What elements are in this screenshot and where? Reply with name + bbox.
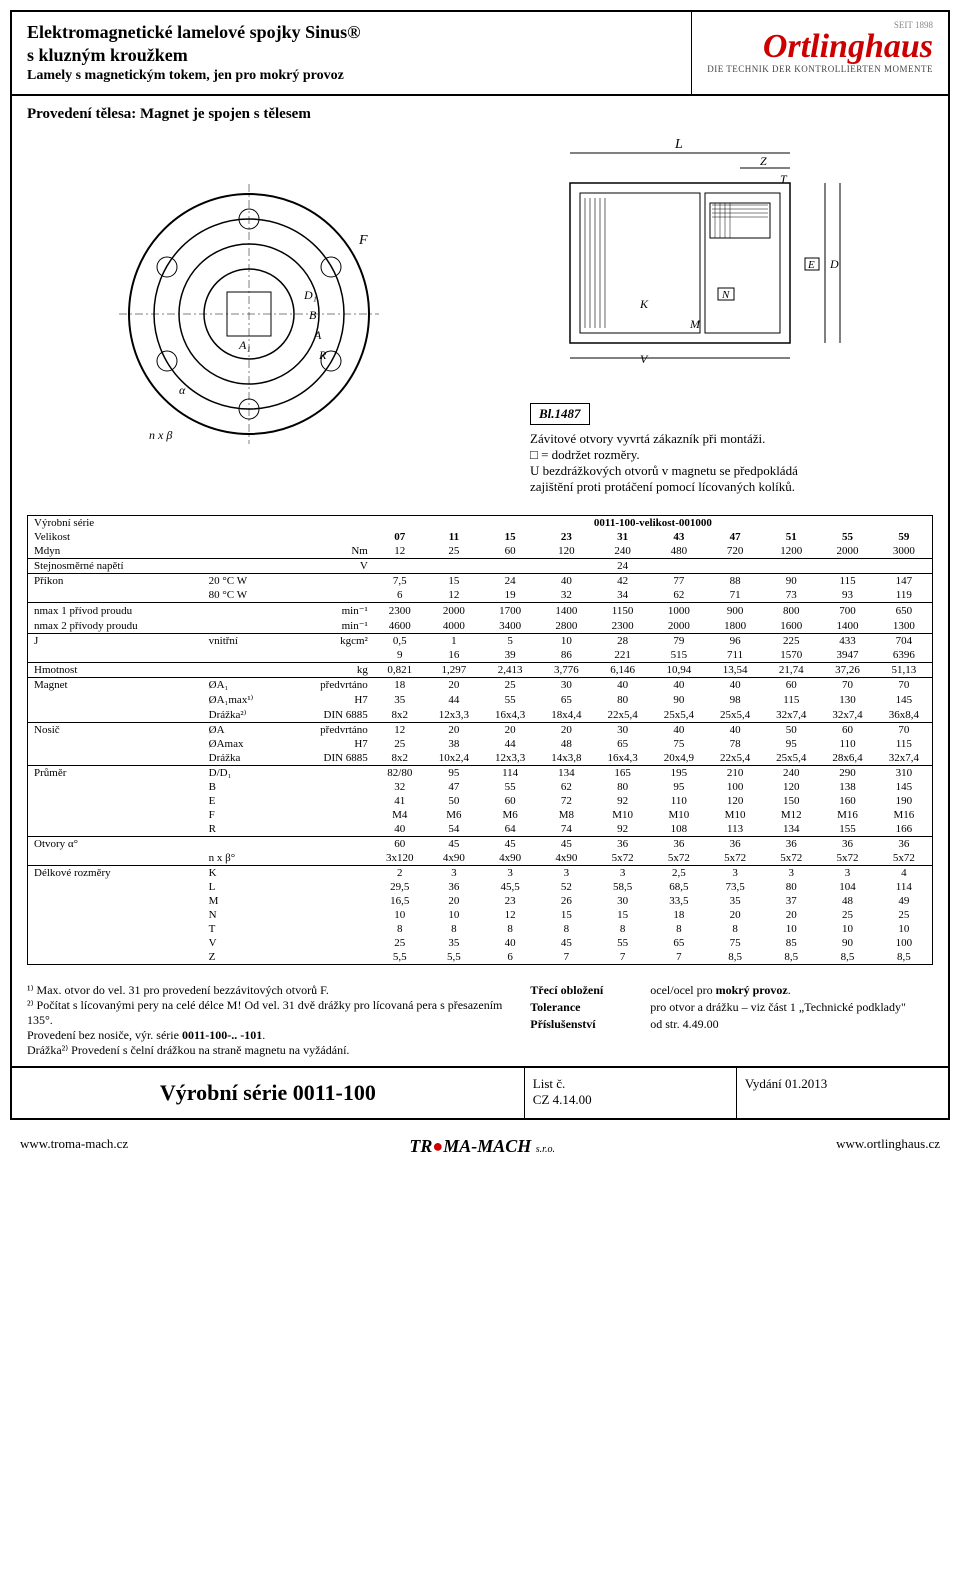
svg-text:n x β: n x β [149,428,172,442]
diagram-side-view: L Z T [490,133,933,495]
svg-text:V: V [640,352,649,366]
footnote-4: Drážka²⁾ Provedení s čelní drážkou na st… [27,1043,510,1058]
diagram-notes: Bl.1487 Závitové otvory vyvrtá zákazník … [530,403,933,495]
data-table: Výrobní série0011-100-velikost-001000Vel… [27,515,933,965]
body-section: Provedení tělesa: Magnet je spojen s těl… [12,96,948,515]
fn-val-2: pro otvor a drážku – viz část 1 „Technic… [650,1000,906,1015]
svg-text:α: α [179,383,186,397]
troma-logo: TR●MA-MACH s.r.o. [409,1136,555,1157]
footer-edition: Vydání 01.2013 [737,1068,948,1118]
title-line1: Elektromagnetické lamelové spojky Sinus® [27,22,676,43]
svg-text:N: N [721,289,730,301]
svg-text:D₁: D₁ [303,288,317,302]
footer-list-label: List č. [533,1076,728,1092]
note-3: U bezdrážkových otvorů v magnetu se před… [530,463,933,479]
logo-text: Ortlinghaus [707,30,933,64]
diagram-front-view: F D₁ B A R A₁ α n x β [27,133,470,495]
footer-list-code: CZ 4.14.00 [533,1092,728,1108]
svg-text:M: M [689,317,701,331]
svg-text:T: T [780,172,788,186]
title-line2: s kluzným kroužkem [27,45,676,66]
footnote-1: ¹⁾ Max. otvor do vel. 31 pro provedení b… [27,983,510,998]
svg-text:K: K [639,297,649,311]
svg-text:R: R [318,348,327,362]
fn-key-1: Třecí obložení [530,983,650,998]
svg-text:A₁: A₁ [238,338,251,352]
bl-label: Bl.1487 [530,403,590,425]
body-title: Provedení tělesa: Magnet je spojen s těl… [27,106,933,123]
url-right: www.ortlinghaus.cz [836,1136,940,1157]
svg-text:F: F [358,233,368,248]
svg-text:A: A [313,328,322,342]
fn-val-1: ocel/ocel pro mokrý provoz. [650,983,790,998]
below-footer: www.troma-mach.cz TR●MA-MACH s.r.o. www.… [0,1130,960,1163]
svg-text:B: B [309,308,317,322]
fn-key-2: Tolerance [530,1000,650,1015]
fn-key-3: Příslušenství [530,1017,650,1032]
note-1: Závitové otvory vyvrtá zákazník při mont… [530,431,933,447]
logo-tagline: DIE TECHNIK DER KONTROLLIERTEN MOMENTE [707,64,933,74]
svg-text:E: E [807,259,815,271]
diagram-row: F D₁ B A R A₁ α n x β L Z T [27,133,933,495]
note-2: □ = dodržet rozměry. [530,447,933,463]
footnotes-left: ¹⁾ Max. otvor do vel. 31 pro provedení b… [27,983,510,1058]
footer-title: Výrobní série 0011-100 [12,1068,525,1118]
footnotes: ¹⁾ Max. otvor do vel. 31 pro provedení b… [12,975,948,1066]
header-left: Elektromagnetické lamelové spojky Sinus®… [12,12,692,94]
footnote-3: Provedení bez nosiče, výr. série 0011-10… [27,1028,510,1043]
svg-text:L: L [674,137,683,152]
page-frame: Elektromagnetické lamelové spojky Sinus®… [10,10,950,1120]
note-4: zajištění proti protáčení pomocí lícovan… [530,479,933,495]
svg-text:D: D [829,257,839,271]
url-left: www.troma-mach.cz [20,1136,128,1157]
footer-bar: Výrobní série 0011-100 List č. CZ 4.14.0… [12,1066,948,1118]
footnote-2: ²⁾ Počítat s lícovanými pery na celé dél… [27,998,510,1028]
footer-mid: List č. CZ 4.14.00 [525,1068,737,1118]
svg-text:Z: Z [760,154,767,168]
header: Elektromagnetické lamelové spojky Sinus®… [12,12,948,96]
footnotes-right: Třecí obloženíocel/ocel pro mokrý provoz… [530,983,933,1058]
title-subtitle: Lamely s magnetickým tokem, jen pro mokr… [27,68,676,84]
fn-val-3: od str. 4.49.00 [650,1017,718,1032]
header-right: SEIT 1898 Ortlinghaus DIE TECHNIK DER KO… [692,12,948,94]
